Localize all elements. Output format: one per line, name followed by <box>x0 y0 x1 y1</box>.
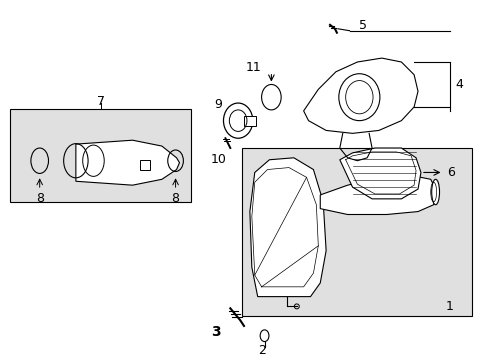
Polygon shape <box>249 158 325 297</box>
Text: 10: 10 <box>210 153 226 166</box>
Text: 3: 3 <box>210 325 220 339</box>
Ellipse shape <box>431 179 439 205</box>
Text: 7: 7 <box>97 95 104 108</box>
Bar <box>10 109 191 202</box>
Text: 8: 8 <box>36 192 43 205</box>
Polygon shape <box>320 175 435 215</box>
Text: 9: 9 <box>214 98 222 111</box>
Text: 6: 6 <box>447 166 454 179</box>
Text: 1: 1 <box>445 300 452 313</box>
Bar <box>140 160 150 170</box>
Polygon shape <box>76 140 179 185</box>
Bar <box>242 148 471 316</box>
Text: 4: 4 <box>454 78 462 91</box>
Polygon shape <box>303 58 417 133</box>
Ellipse shape <box>223 103 252 138</box>
Text: 8: 8 <box>171 192 179 205</box>
Polygon shape <box>244 116 255 126</box>
Text: 11: 11 <box>245 61 261 75</box>
Text: 2: 2 <box>257 343 265 356</box>
Polygon shape <box>339 148 420 199</box>
Text: 5: 5 <box>359 19 366 32</box>
